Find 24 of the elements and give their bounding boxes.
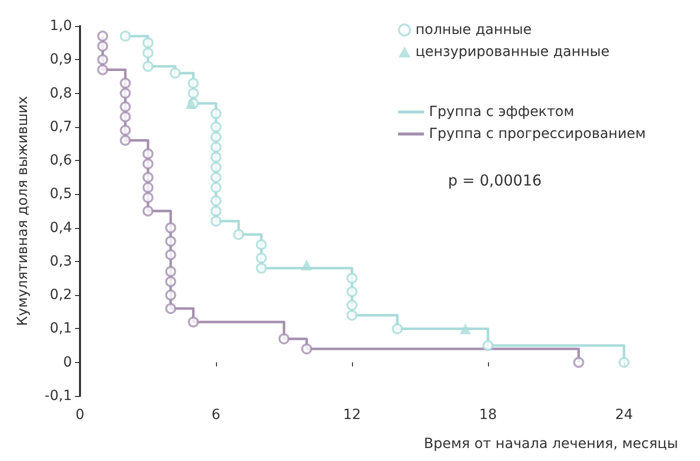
annotation: p = 0,00016 (448, 172, 542, 190)
x-tick-label: 6 (212, 407, 221, 423)
y-tick-label: 0,6 (50, 152, 72, 169)
y-tick-label: 0,2 (50, 287, 72, 304)
y-tick-label: 0 (63, 354, 72, 370)
y-tick-label: 0,3 (50, 253, 72, 270)
legend-label: Группа с эффектом (429, 104, 574, 120)
y-tick-label: 1,0 (50, 18, 72, 34)
y-tick-label: 0,7 (50, 118, 72, 135)
x-tick-label: 0 (76, 407, 84, 423)
x-tick-label: 18 (479, 407, 497, 423)
legend-label: цензурированные данные (416, 44, 610, 60)
y-tick-label: 0,9 (50, 52, 72, 68)
x-tick-label: 24 (615, 407, 633, 423)
legend-label: Группа с прогрессированием (429, 126, 646, 142)
y-tick-label: 0,4 (50, 220, 72, 236)
y-tick-label: 0,8 (50, 85, 72, 102)
x-axis-title: Время от начала лечения, месяцы (424, 436, 678, 452)
legend-label: полные данные (416, 22, 532, 38)
y-tick-label: 0,5 (50, 186, 72, 202)
y-axis-title: Кумулятивная доля выживших (15, 96, 31, 326)
y-tick-label: -0,1 (44, 388, 72, 404)
y-tick-label: 0,1 (50, 320, 72, 337)
x-tick-label: 12 (343, 407, 361, 423)
